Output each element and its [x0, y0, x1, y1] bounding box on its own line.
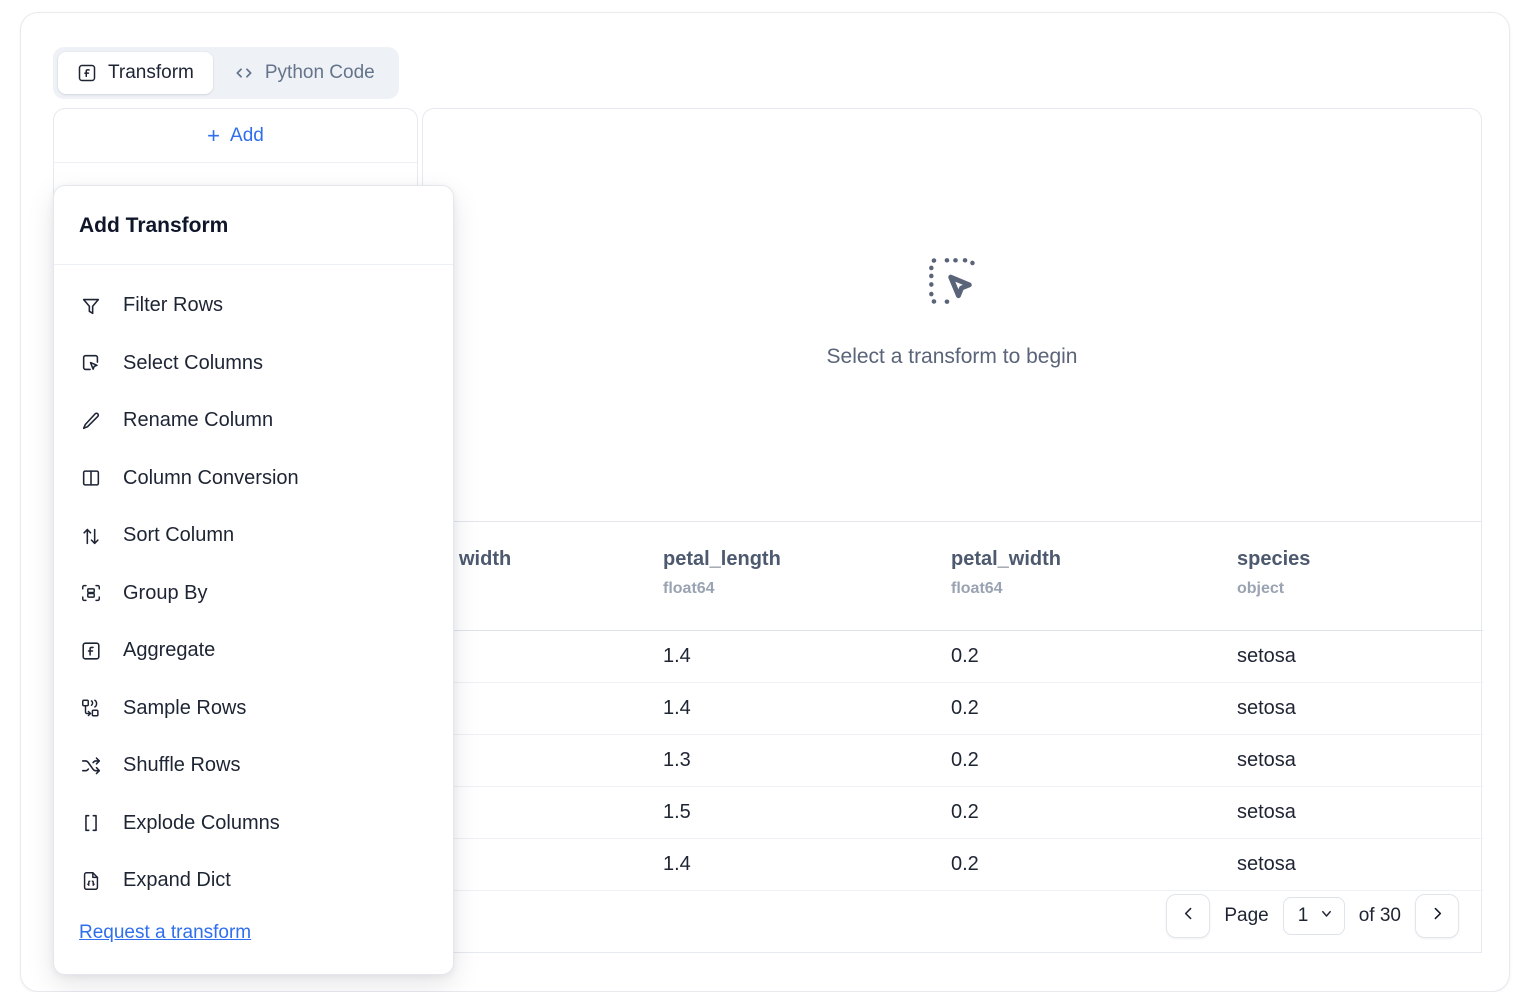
transform-option-select-columns[interactable]: Select Columns	[54, 335, 453, 393]
column-header-petal-length[interactable]: petal_length float64	[663, 522, 951, 632]
transform-content-panel: Select a transform to begin width petal_…	[422, 108, 1483, 953]
columns-icon	[79, 467, 103, 489]
table-row: 1.3 0.2 setosa	[423, 734, 1483, 788]
empty-state: Select a transform to begin	[423, 109, 1481, 509]
select-columns-icon	[79, 352, 103, 374]
tab-python-code[interactable]: Python Code	[215, 52, 394, 94]
transform-option-column-conversion[interactable]: Column Conversion	[54, 450, 453, 508]
transform-option-group-by[interactable]: Group By	[54, 565, 453, 623]
pagination: Page 1 of 30	[1166, 894, 1459, 938]
transform-option-sample-rows[interactable]: Sample Rows	[54, 680, 453, 738]
filter-icon	[79, 295, 103, 317]
next-page-button[interactable]	[1415, 894, 1459, 938]
transform-option-explode-columns[interactable]: Explode Columns	[54, 795, 453, 853]
page-select-value: 1	[1297, 905, 1309, 926]
page-label: Page	[1224, 905, 1269, 926]
view-tab-strip: Transform Python Code	[53, 47, 399, 99]
select-cursor-icon	[921, 250, 983, 317]
transform-option-aggregate[interactable]: Aggregate	[54, 622, 453, 680]
chevron-left-icon	[1180, 905, 1197, 927]
table-header-row: width petal_length float64 petal_width f…	[423, 522, 1483, 632]
empty-state-text: Select a transform to begin	[826, 344, 1078, 368]
add-transform-button[interactable]: + Add	[54, 109, 417, 163]
data-table: width petal_length float64 petal_width f…	[423, 521, 1483, 892]
request-transform-link[interactable]: Request a transform	[79, 921, 252, 943]
chevron-right-icon	[1429, 905, 1446, 927]
column-header-petal-width[interactable]: petal_width float64	[951, 522, 1237, 632]
transform-option-shuffle-rows[interactable]: Shuffle Rows	[54, 737, 453, 795]
tab-transform[interactable]: Transform	[58, 52, 213, 94]
tab-python-code-label: Python Code	[264, 62, 375, 83]
prev-page-button[interactable]	[1166, 894, 1211, 938]
function-icon	[79, 640, 103, 662]
column-header-width[interactable]: width	[423, 522, 663, 632]
chevron-down-icon	[1319, 905, 1334, 927]
transform-option-rename-column[interactable]: Rename Column	[54, 392, 453, 450]
group-by-icon	[79, 582, 103, 604]
function-icon	[77, 63, 97, 83]
add-transform-title: Add Transform	[54, 186, 453, 265]
column-header-species[interactable]: species object	[1237, 522, 1483, 632]
pencil-icon	[79, 410, 103, 432]
page-select[interactable]: 1	[1282, 897, 1345, 935]
transform-option-expand-dict[interactable]: Expand Dict	[54, 852, 453, 910]
plus-icon: +	[207, 122, 221, 148]
add-button-label: Add	[230, 124, 264, 146]
page-total-label: of 30	[1358, 905, 1401, 926]
sort-arrows-icon	[79, 525, 103, 547]
transform-options-list: Filter Rows Select Columns Rename C	[54, 265, 453, 944]
table-body: 1.4 0.2 setosa 1.4 0.2 setosa 1.3 0.2	[423, 630, 1483, 892]
transform-option-sort-column[interactable]: Sort Column	[54, 507, 453, 565]
shuffle-icon	[79, 755, 103, 777]
add-transform-dropdown: Add Transform Filter Rows Select Colu	[53, 185, 454, 975]
table-row: 1.4 0.2 setosa	[423, 630, 1483, 684]
table-row: 1.4 0.2 setosa	[423, 838, 1483, 892]
transform-option-filter-rows[interactable]: Filter Rows	[54, 277, 453, 335]
sample-rows-icon	[79, 697, 103, 719]
brackets-icon	[79, 812, 103, 834]
app-card: Transform Python Code + Add	[20, 12, 1510, 992]
code-icon	[234, 63, 254, 83]
tab-transform-label: Transform	[108, 62, 194, 83]
file-code-icon	[79, 870, 103, 892]
table-row: 1.5 0.2 setosa	[423, 786, 1483, 840]
table-row: 1.4 0.2 setosa	[423, 682, 1483, 736]
